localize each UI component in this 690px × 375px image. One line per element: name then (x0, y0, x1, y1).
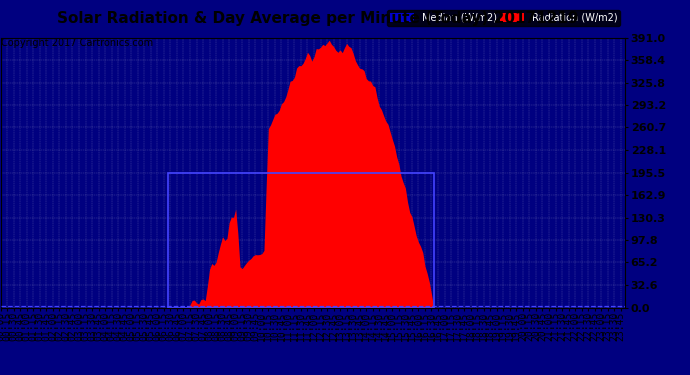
Text: Solar Radiation & Day Average per Minute (Today) 20171219: Solar Radiation & Day Average per Minute… (57, 11, 578, 26)
Text: Copyright 2017 Cartronics.com: Copyright 2017 Cartronics.com (1, 38, 153, 48)
Legend: Median (W/m2), Radiation (W/m2): Median (W/m2), Radiation (W/m2) (386, 10, 620, 26)
Bar (168, 172, 434, 308)
